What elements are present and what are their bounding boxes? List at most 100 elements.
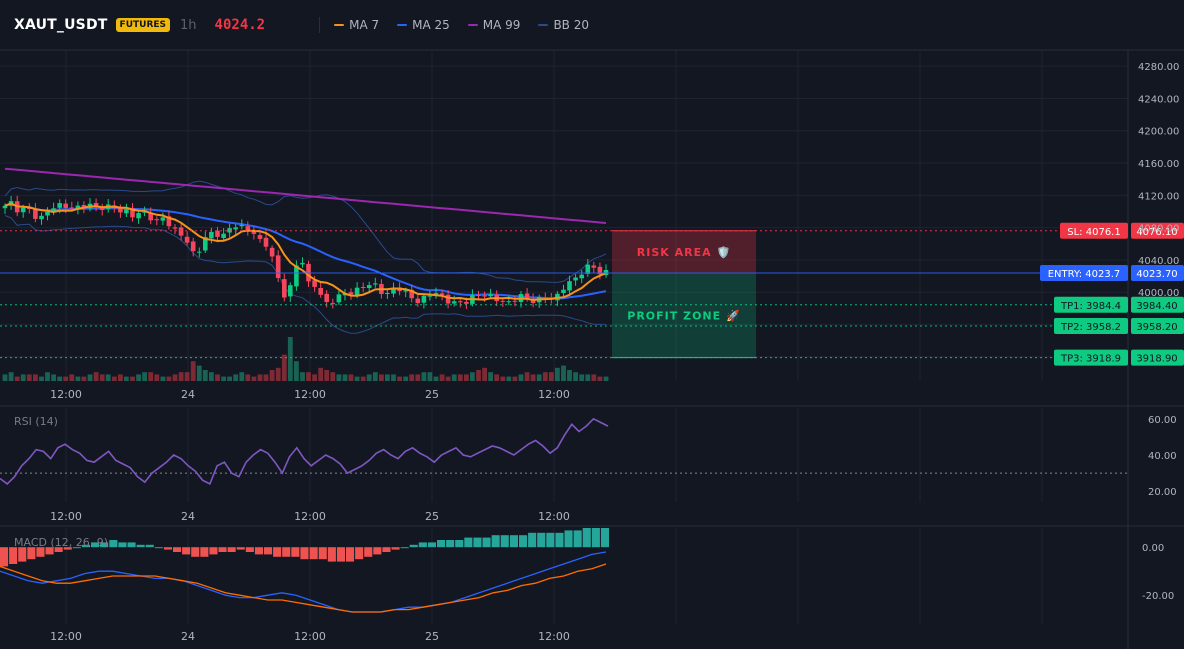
symbol-title[interactable]: XAUT_USDT bbox=[14, 17, 108, 33]
legend-ma25[interactable]: MA 25 bbox=[397, 18, 450, 32]
candle-body bbox=[354, 287, 360, 296]
legend-ma7[interactable]: MA 7 bbox=[334, 18, 379, 32]
volume-bar bbox=[403, 376, 409, 381]
volume-bar bbox=[287, 337, 293, 381]
legend-bb20[interactable]: BB 20 bbox=[538, 18, 589, 32]
candle-body bbox=[524, 293, 530, 298]
macd-histogram-bar bbox=[136, 544, 145, 548]
candle-body bbox=[2, 205, 8, 209]
volume-bar bbox=[500, 376, 506, 381]
volume-bar bbox=[81, 376, 87, 381]
volume-bar bbox=[451, 374, 457, 381]
macd-histogram-bar bbox=[400, 547, 409, 549]
candle-body bbox=[403, 290, 408, 292]
volume-bar bbox=[130, 376, 135, 381]
volume-bar bbox=[536, 374, 542, 381]
legend-ma99[interactable]: MA 99 bbox=[467, 18, 520, 32]
volume-bar bbox=[8, 372, 14, 381]
time-tick-label: 25 bbox=[425, 630, 439, 643]
header-divider bbox=[319, 17, 321, 33]
price-tick-label: 4160.00 bbox=[1138, 159, 1179, 170]
volume-bar bbox=[124, 376, 129, 381]
macd-histogram-bar bbox=[163, 547, 172, 550]
candle-body bbox=[585, 264, 591, 274]
candle-body bbox=[118, 207, 123, 213]
macd-histogram-bar bbox=[346, 547, 355, 562]
volume-bar bbox=[354, 376, 360, 381]
volume-bar bbox=[482, 367, 487, 381]
macd-histogram-bar bbox=[355, 547, 364, 560]
candle-body bbox=[439, 293, 445, 295]
macd-histogram-bar bbox=[409, 544, 418, 548]
macd-histogram-bar bbox=[91, 542, 100, 548]
chart-header: XAUT_USDT FUTURES 1h 4024.2 MA 7 MA 25 M… bbox=[14, 14, 599, 36]
volume-bar bbox=[366, 374, 372, 381]
candle-body bbox=[573, 277, 578, 281]
volume-bar bbox=[269, 370, 275, 381]
volume-bar bbox=[530, 374, 536, 381]
level-label: TP1: 3984.4 bbox=[1060, 301, 1121, 312]
macd-histogram-bar bbox=[391, 547, 400, 550]
candle-body bbox=[324, 293, 329, 302]
price-tick-label: 4200.00 bbox=[1138, 127, 1179, 138]
macd-histogram-bar bbox=[427, 542, 436, 548]
volume-bar bbox=[433, 376, 439, 381]
volume-bar bbox=[439, 374, 445, 381]
volume-bar bbox=[93, 372, 99, 381]
candle-body bbox=[458, 301, 463, 303]
last-price: 4024.2 bbox=[214, 17, 266, 33]
candle-body bbox=[409, 289, 414, 299]
macd-histogram-bar bbox=[291, 547, 300, 557]
time-tick-label: 24 bbox=[181, 510, 195, 523]
candle-body bbox=[93, 203, 99, 207]
volume-bar bbox=[342, 374, 348, 381]
macd-histogram-bar bbox=[519, 535, 528, 548]
macd-histogram-bar bbox=[45, 547, 54, 555]
volume-bar bbox=[379, 374, 384, 381]
macd-histogram-bar bbox=[373, 547, 382, 555]
volume-bar bbox=[372, 372, 378, 381]
volume-bar bbox=[591, 374, 597, 381]
level-label: SL: 4076.1 bbox=[1067, 227, 1120, 238]
volume-bar bbox=[445, 376, 451, 381]
volume-bar bbox=[215, 374, 220, 381]
risk-area-zone bbox=[611, 230, 756, 274]
time-tick-label: 12:00 bbox=[50, 510, 82, 523]
macd-histogram-bar bbox=[191, 547, 200, 557]
candle-body bbox=[172, 227, 178, 229]
volume-bar bbox=[257, 374, 263, 381]
macd-histogram-bar bbox=[9, 547, 18, 564]
volume-bar bbox=[118, 374, 123, 381]
volume-bar bbox=[99, 374, 105, 381]
candle-body bbox=[288, 285, 293, 297]
candle-body bbox=[45, 211, 50, 216]
candle-body bbox=[257, 235, 263, 239]
candle-body bbox=[203, 237, 208, 251]
macd-histogram-bar bbox=[555, 532, 564, 548]
candle-body bbox=[178, 227, 184, 236]
volume-bar bbox=[75, 376, 81, 381]
macd-histogram-bar bbox=[455, 540, 464, 548]
macd-histogram-bar bbox=[154, 547, 163, 549]
candle-body bbox=[348, 292, 354, 295]
time-tick-label: 12:00 bbox=[538, 510, 570, 523]
futures-badge: FUTURES bbox=[115, 18, 171, 32]
macd-histogram-bar bbox=[318, 547, 327, 560]
price-tick-label: 4000.00 bbox=[1138, 288, 1179, 299]
volume-bar bbox=[360, 376, 366, 381]
macd-histogram-bar bbox=[54, 547, 63, 552]
timeframe-label[interactable]: 1h bbox=[180, 17, 197, 33]
candle-body bbox=[300, 262, 305, 265]
candle-body bbox=[63, 203, 68, 208]
volume-bar bbox=[506, 376, 512, 381]
time-tick-label: 25 bbox=[425, 510, 439, 523]
candle-body bbox=[275, 255, 281, 278]
macd-histogram-bar bbox=[18, 547, 27, 562]
rsi-tick-label: 40.00 bbox=[1148, 451, 1177, 462]
time-tick-label: 12:00 bbox=[294, 510, 326, 523]
volume-bar bbox=[160, 376, 166, 381]
macd-histogram-bar bbox=[418, 542, 427, 548]
macd-histogram-bar bbox=[127, 542, 136, 548]
macd-histogram-bar bbox=[364, 547, 373, 557]
